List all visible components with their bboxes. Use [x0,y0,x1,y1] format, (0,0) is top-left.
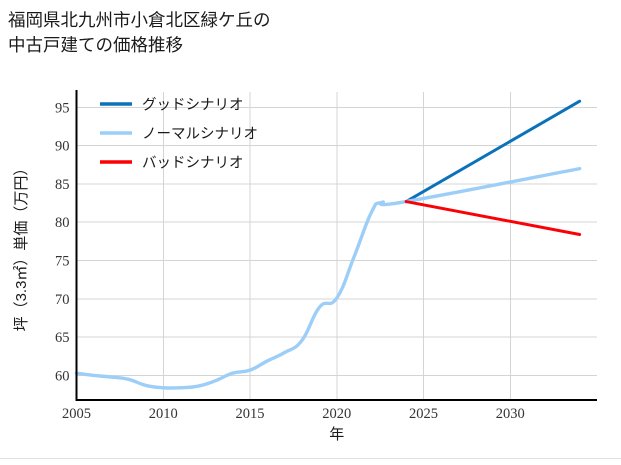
y-tick-label: 60 [55,368,70,384]
y-tick-label: 70 [55,292,70,308]
legend-label-2: バッドシナリオ [142,156,244,172]
legend-label-1: ノーマルシナリオ [142,127,258,143]
x-tick-label: 2015 [236,406,265,422]
x-tick-labels: 2005 2010 2015 2020 2025 2030 [62,406,525,422]
x-tick-label: 2010 [149,406,178,422]
series-line-bad [404,200,582,237]
y-axis-title: 坪（3.3㎡）単価（万円） [13,161,30,332]
axis-lines [75,90,597,401]
x-tick-label: 2025 [409,406,438,422]
y-tick-label: 65 [55,330,70,346]
chart-title: 福岡県北九州市小倉北区緑ケ丘の 中古戸建ての価格推移 [8,10,271,55]
y-tick-label: 75 [55,254,70,270]
x-axis-title: 年 [329,426,344,443]
data-series-group [74,99,582,390]
x-tick-label: 2030 [496,406,525,422]
y-tick-label: 90 [55,139,70,155]
series-line-good [404,99,582,204]
y-tick-label: 95 [55,100,70,116]
x-tick-label: 2020 [322,406,351,422]
series-line-normal [74,166,582,390]
y-tick-label: 85 [55,177,70,193]
x-tick-label: 2005 [62,406,91,422]
y-tick-labels: 60 65 70 75 80 85 90 95 [55,100,70,384]
legend-label-0: グッドシナリオ [142,97,244,114]
y-tick-label: 80 [55,215,70,231]
